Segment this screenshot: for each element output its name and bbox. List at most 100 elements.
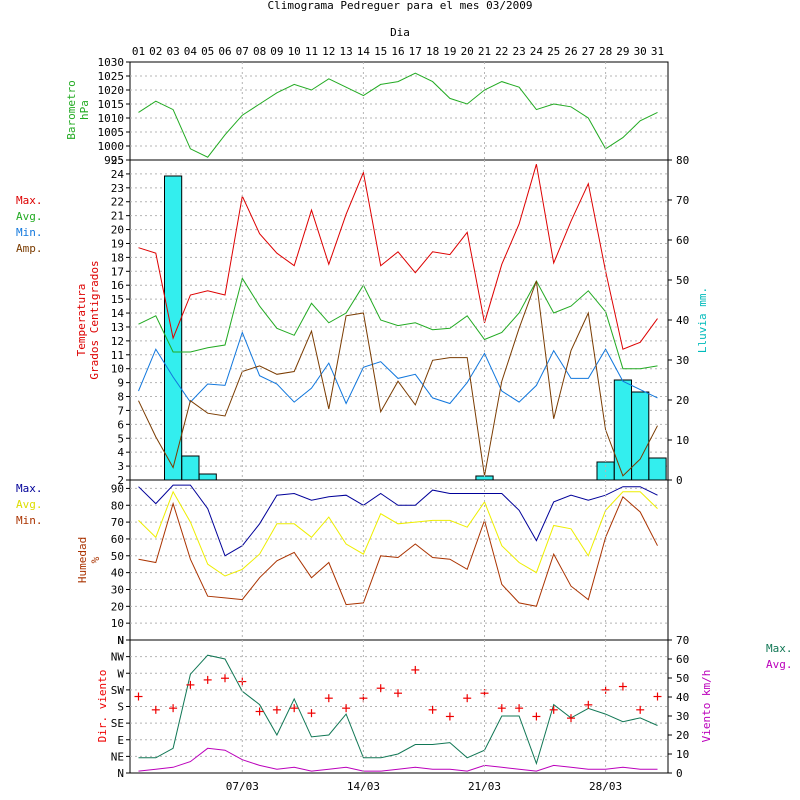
rain-bar — [164, 175, 183, 481]
humidity-panel: Max. Avg. Min. Humedad % N 10 20 30 40 50 60 70… — [16, 479, 669, 647]
wind-dir-marker — [203, 675, 212, 684]
wind-dir-tick-label: W — [117, 667, 124, 680]
barometer-ylabel-1: Barometro — [65, 80, 78, 140]
temperature-tick-label: 13 — [111, 321, 124, 334]
barometer-tick-label: 1030 — [98, 56, 125, 69]
humidity-plot-frame — [129, 479, 669, 641]
day-label: 18 — [426, 45, 439, 58]
hum-avg-line — [138, 490, 658, 577]
wind-dir-marker — [342, 704, 351, 713]
barometer-tick-label: 1010 — [98, 112, 125, 125]
wind-dir-marker — [532, 712, 541, 721]
temp-max-line — [138, 164, 658, 350]
humidity-tick-label: 90 — [111, 482, 124, 495]
rain-bar — [198, 473, 217, 481]
day-label: 03 — [166, 45, 179, 58]
temperature-tick-label: 20 — [111, 224, 124, 237]
wind-dir-marker — [186, 680, 195, 689]
temperature-ylabel-1: Temperatura — [75, 284, 88, 357]
day-label: 27 — [582, 45, 595, 58]
day-label: 02 — [149, 45, 162, 58]
humidity-tick-label: 10 — [111, 617, 124, 630]
wind-legend-max: Max. — [766, 642, 793, 655]
day-label: 10 — [288, 45, 301, 58]
rain-tick-label: 40 — [676, 314, 689, 327]
temp-min-line — [138, 331, 658, 405]
wind-dir-tick-label: N — [117, 634, 124, 647]
day-label: 22 — [495, 45, 508, 58]
wind-dir-tick-label: S — [117, 701, 124, 714]
week-label: 14/03 — [347, 780, 380, 793]
barometer-tick-label: 1020 — [98, 84, 125, 97]
temperature-tick-label: 7 — [117, 404, 124, 417]
barometer-tick-label: 1005 — [98, 126, 125, 139]
day-label: 04 — [184, 45, 198, 58]
rain-tick-label: 30 — [676, 354, 689, 367]
wind-dir-marker — [134, 692, 143, 701]
wind-dir-ylabel: Dir. viento — [96, 670, 109, 743]
temperature-tick-label: 9 — [117, 377, 124, 390]
day-label: 05 — [201, 45, 214, 58]
rain-tick-label: 0 — [676, 474, 683, 487]
rain-tick-label: 70 — [676, 194, 689, 207]
barometer-tick-label: 1000 — [98, 140, 125, 153]
barometer-line — [138, 72, 658, 158]
humidity-ylabel-2: % — [89, 556, 102, 563]
wind-avg-line — [138, 747, 658, 772]
wind-dir-marker — [324, 694, 333, 703]
humidity-tick-label: 50 — [111, 550, 124, 563]
wind-dir-tick-label: N — [117, 767, 124, 780]
legend-amp: Amp. — [16, 242, 43, 255]
temperature-tick-label: 15 — [111, 293, 124, 306]
temperature-tick-label: 2 — [117, 474, 124, 487]
rain-bars — [164, 175, 667, 481]
humidity-ylabel-1: Humedad — [76, 537, 89, 583]
temperature-tick-label: 5 — [117, 432, 124, 445]
wind-dir-marker — [636, 705, 645, 714]
wind-dir-marker — [653, 692, 662, 701]
wind-dir-tick-label: NW — [111, 651, 125, 664]
day-label: 23 — [512, 45, 525, 58]
legend-max: Max. — [16, 194, 43, 207]
humidity-tick-label: 60 — [111, 533, 124, 546]
temperature-tick-label: 10 — [111, 363, 124, 376]
wind-dir-marker — [445, 712, 454, 721]
wind-speed-tick-label: 10 — [676, 748, 689, 761]
barometer-panel: Barometro hPa 99510001005101010151020102… — [65, 56, 669, 167]
day-label: 30 — [634, 45, 647, 58]
wind-dir-marker — [515, 704, 524, 713]
day-label: 26 — [564, 45, 577, 58]
week-label: 28/03 — [589, 780, 622, 793]
day-label: 17 — [409, 45, 422, 58]
barometer-plot-frame — [129, 61, 669, 161]
wind-speed-tick-label: 40 — [676, 691, 689, 704]
week-label: 21/03 — [468, 780, 501, 793]
wind-max-line — [138, 654, 658, 766]
chart-title: Climograma Pedreguer para el mes 03/2009 — [268, 0, 533, 12]
temperature-panel: Max. Avg. Min. Amp. Temperatura Grados C… — [16, 154, 709, 487]
temp-avg-line — [138, 277, 658, 370]
temperature-tick-label: 22 — [111, 196, 124, 209]
temperature-tick-label: 18 — [111, 251, 124, 264]
barometer-tick-label: 1015 — [98, 98, 125, 111]
humidity-tick-label: 30 — [111, 583, 124, 596]
humidity-tick-label: 40 — [111, 567, 124, 580]
wind-dir-marker — [394, 689, 402, 698]
day-label: 08 — [253, 45, 266, 58]
day-label: 21 — [478, 45, 491, 58]
wind-dir-marker — [290, 704, 299, 713]
wind-dir-tick-label: NE — [111, 750, 124, 763]
rain-bar — [631, 391, 650, 481]
barometer-ylabel-2: hPa — [78, 100, 91, 120]
week-tick-labels: 07/03 14/03 21/03 28/03 — [226, 780, 622, 793]
temperature-tick-label: 8 — [117, 391, 124, 404]
humidity-tick-label: 70 — [111, 516, 124, 529]
wind-dir-marker — [221, 674, 229, 683]
rain-bar — [181, 455, 200, 481]
temperature-tick-label: 14 — [111, 307, 125, 320]
day-label: 20 — [461, 45, 474, 58]
wind-dir-tick-label: E — [117, 734, 124, 747]
rain-bar — [648, 457, 667, 481]
hum-legend-avg: Avg. — [16, 498, 43, 511]
